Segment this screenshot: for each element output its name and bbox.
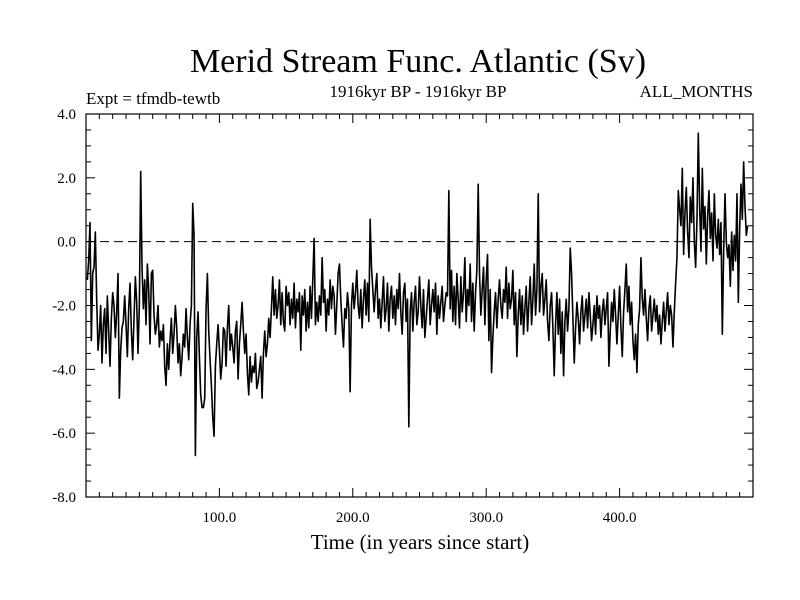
x-axis-label: Time (in years since start) <box>311 530 530 554</box>
x-tick-label: 100.0 <box>203 510 237 526</box>
months-label: ALL_MONTHS <box>640 82 753 101</box>
time-range-label: 1916kyr BP - 1916kyr BP <box>330 82 507 101</box>
y-tick-label: -8.0 <box>52 490 76 506</box>
y-tick-label: -6.0 <box>52 426 76 442</box>
y-tick-label: -4.0 <box>52 362 76 378</box>
x-tick-label: 400.0 <box>603 510 637 526</box>
y-tick-label: 0.0 <box>57 235 76 251</box>
experiment-label: Expt = tfmdb-tewtb <box>86 89 220 108</box>
plot-frame <box>85 113 754 498</box>
x-axis: 100.0 200.0 300.0 400.0 <box>98 114 754 526</box>
y-tick-label: -2.0 <box>52 299 76 315</box>
y-tick-label: 4.0 <box>57 107 76 123</box>
chart-title: Merid Stream Func. Atlantic (Sv) <box>190 43 646 80</box>
x-tick-label: 200.0 <box>336 510 370 526</box>
y-tick-label: 2.0 <box>57 171 76 187</box>
series-line <box>86 132 749 457</box>
y-axis: 4.0 2.0 0.0 -2.0 -4.0 -6.0 -8.0 <box>52 107 753 506</box>
x-tick-label: 300.0 <box>469 510 503 526</box>
